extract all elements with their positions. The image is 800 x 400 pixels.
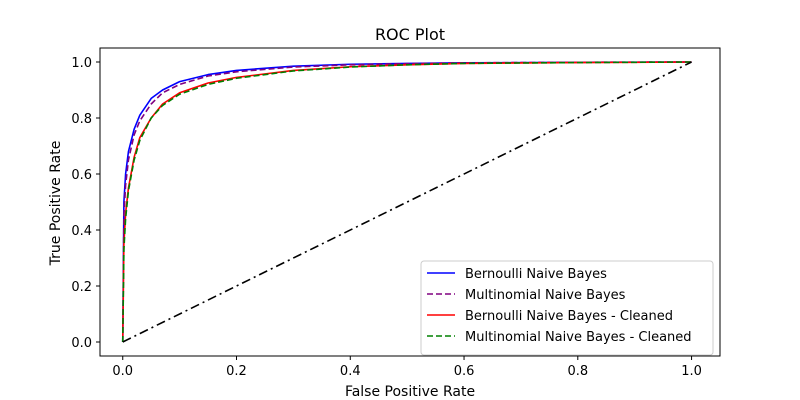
y-axis-label: True Positive Rate bbox=[48, 141, 64, 267]
x-tick-label: 0.6 bbox=[454, 364, 475, 379]
legend-box bbox=[420, 260, 714, 356]
plot-frame bbox=[99, 47, 721, 357]
y-tick-label: 0.4 bbox=[71, 224, 92, 239]
series-layer bbox=[121, 61, 692, 343]
series-line-1 bbox=[121, 61, 692, 343]
y-tick-label: 0.0 bbox=[71, 336, 92, 351]
y-tick-label: 0.2 bbox=[71, 280, 92, 295]
legend-label: Multinomial Naive Bayes - Cleaned bbox=[465, 330, 692, 345]
legend-label: Multinomial Naive Bayes bbox=[465, 288, 626, 303]
x-tick-label: 0.4 bbox=[340, 364, 361, 379]
legend-label: Bernoulli Naive Bayes - Cleaned bbox=[465, 309, 673, 324]
x-tick-label: 1.0 bbox=[681, 364, 702, 379]
y-tick-label: 0.6 bbox=[71, 168, 92, 183]
x-axis-label: False Positive Rate bbox=[345, 384, 475, 400]
chart-title: ROC Plot bbox=[375, 25, 445, 44]
legend: Bernoulli Naive Bayes Multinomial Naive B… bbox=[420, 260, 714, 356]
x-tick-label: 0.8 bbox=[567, 364, 588, 379]
y-tick-label: 1.0 bbox=[71, 56, 92, 71]
series-line-3 bbox=[121, 61, 692, 343]
x-tick-label: 0.2 bbox=[226, 364, 247, 379]
x-tick-label: 0.0 bbox=[112, 364, 133, 379]
y-tick-label: 0.8 bbox=[71, 112, 92, 127]
legend-label: Bernoulli Naive Bayes bbox=[465, 267, 607, 282]
axes-layer: 0.0 0.2 0.4 0.6 0.8 1.0 0.0 0.2 0.4 0.6 0.8 1.0 bbox=[71, 47, 721, 379]
